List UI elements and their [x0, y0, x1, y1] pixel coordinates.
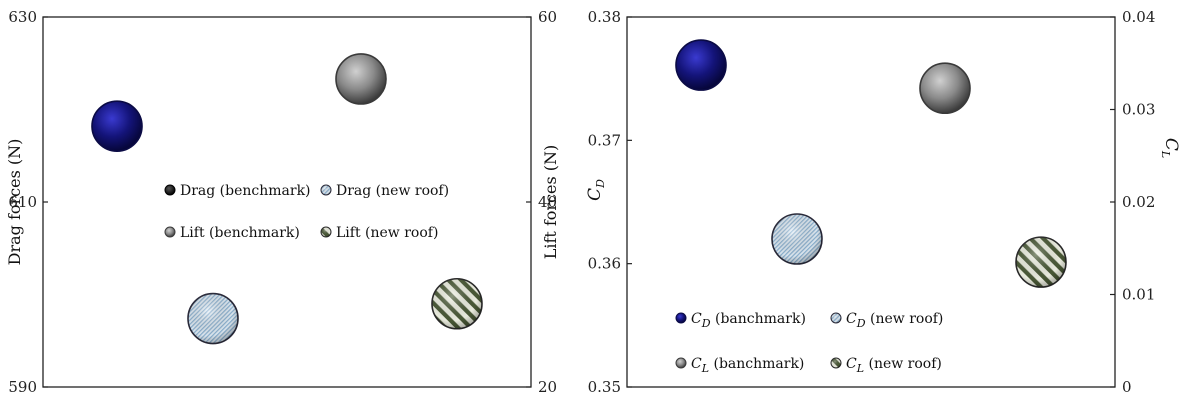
legend-item: CL (new roof): [830, 356, 942, 375]
left-tick-label: 630: [8, 8, 37, 26]
left-panel: Drag forces (N) Lift forces (N) 590 610 63…: [5, 8, 560, 396]
cd-label-main: C: [585, 188, 605, 201]
legend-label: CL (new roof): [846, 356, 942, 375]
marker-1: [675, 39, 727, 91]
legend-swatch: [320, 184, 332, 196]
legend-swatch: [164, 184, 176, 196]
right-ticks: 0.35 0.36 0.37 0.38 0 0.01 0.02 0.03 0.04: [588, 8, 1156, 396]
marker-2: [771, 213, 823, 265]
left-tick-label: 0.36: [588, 255, 621, 273]
legend-swatch: [830, 312, 842, 324]
legend-item: CD (banchmark): [675, 311, 806, 330]
left-y2-axis-title: Lift forces (N): [541, 145, 560, 260]
legend-item: Drag (new roof): [320, 183, 449, 199]
legend-swatch: [675, 312, 687, 324]
legend-label: Lift (benchmark): [180, 225, 300, 241]
legend-swatch: [675, 357, 687, 369]
right-markers: [675, 39, 1067, 288]
right-tick-label: 0.03: [1122, 101, 1155, 119]
right-tick-label: 0.04: [1122, 8, 1155, 26]
legend-label: CL (banchmark): [691, 356, 804, 375]
right-tick-label: 60: [538, 8, 557, 26]
left-markers: [91, 53, 483, 345]
left-tick-label: 0.38: [588, 8, 621, 26]
right-tick-label: 20: [538, 378, 557, 396]
legend-item: CL (banchmark): [675, 356, 804, 375]
legend-label: Drag (new roof): [336, 183, 449, 199]
marker-3: [335, 53, 387, 105]
legend-item: Lift (new roof): [320, 225, 438, 241]
right-legend: CD (banchmark) CD (new roof) CL (banchmark…: [675, 311, 943, 375]
legend-label: CD (banchmark): [691, 311, 806, 330]
legend-swatch: [830, 357, 842, 369]
legend-item: Drag (benchmark): [164, 183, 311, 199]
legend-item: Lift (benchmark): [164, 225, 300, 241]
left-ticks: 590 610 630 20 40 60: [8, 8, 557, 396]
cl-label-sub: L: [1159, 150, 1172, 158]
right-y-axis-title: CD: [585, 179, 607, 201]
left-tick-label: 0.37: [588, 131, 621, 149]
right-y2-axis-title: CL: [1159, 138, 1180, 158]
legend-label: Drag (benchmark): [180, 183, 311, 199]
left-tick-label: 590: [8, 378, 37, 396]
legend-swatch: [164, 226, 176, 238]
legend-label: Lift (new roof): [336, 225, 438, 241]
legend-label: CD (new roof): [846, 311, 943, 330]
cl-label-main: C: [1161, 138, 1180, 151]
right-tick-label: 0.02: [1122, 193, 1155, 211]
left-y-axis-title: Drag forces (N): [5, 139, 24, 266]
left-legend: Drag (benchmark) Drag (new roof) Lift (ben…: [164, 183, 449, 241]
right-panel: CD CL 0.350.360.370.3800.010.020.030.04 …: [585, 8, 1180, 396]
right-tick-label: 40: [538, 193, 557, 211]
left-tick-label: 0.35: [588, 378, 621, 396]
marker-2: [187, 292, 239, 345]
right-tick-label: 0: [1122, 378, 1132, 396]
cd-label-sub: D: [594, 179, 607, 189]
right-tick-label: 0.01: [1122, 286, 1155, 304]
left-tick-label: 610: [8, 193, 37, 211]
marker-3: [919, 62, 971, 115]
marker-1: [91, 100, 143, 152]
legend-swatch: [320, 226, 332, 238]
legend-item: CD (new roof): [830, 311, 943, 330]
marker-4: [431, 277, 483, 330]
left-plot-frame: [42, 16, 532, 388]
marker-4: [1015, 236, 1067, 288]
